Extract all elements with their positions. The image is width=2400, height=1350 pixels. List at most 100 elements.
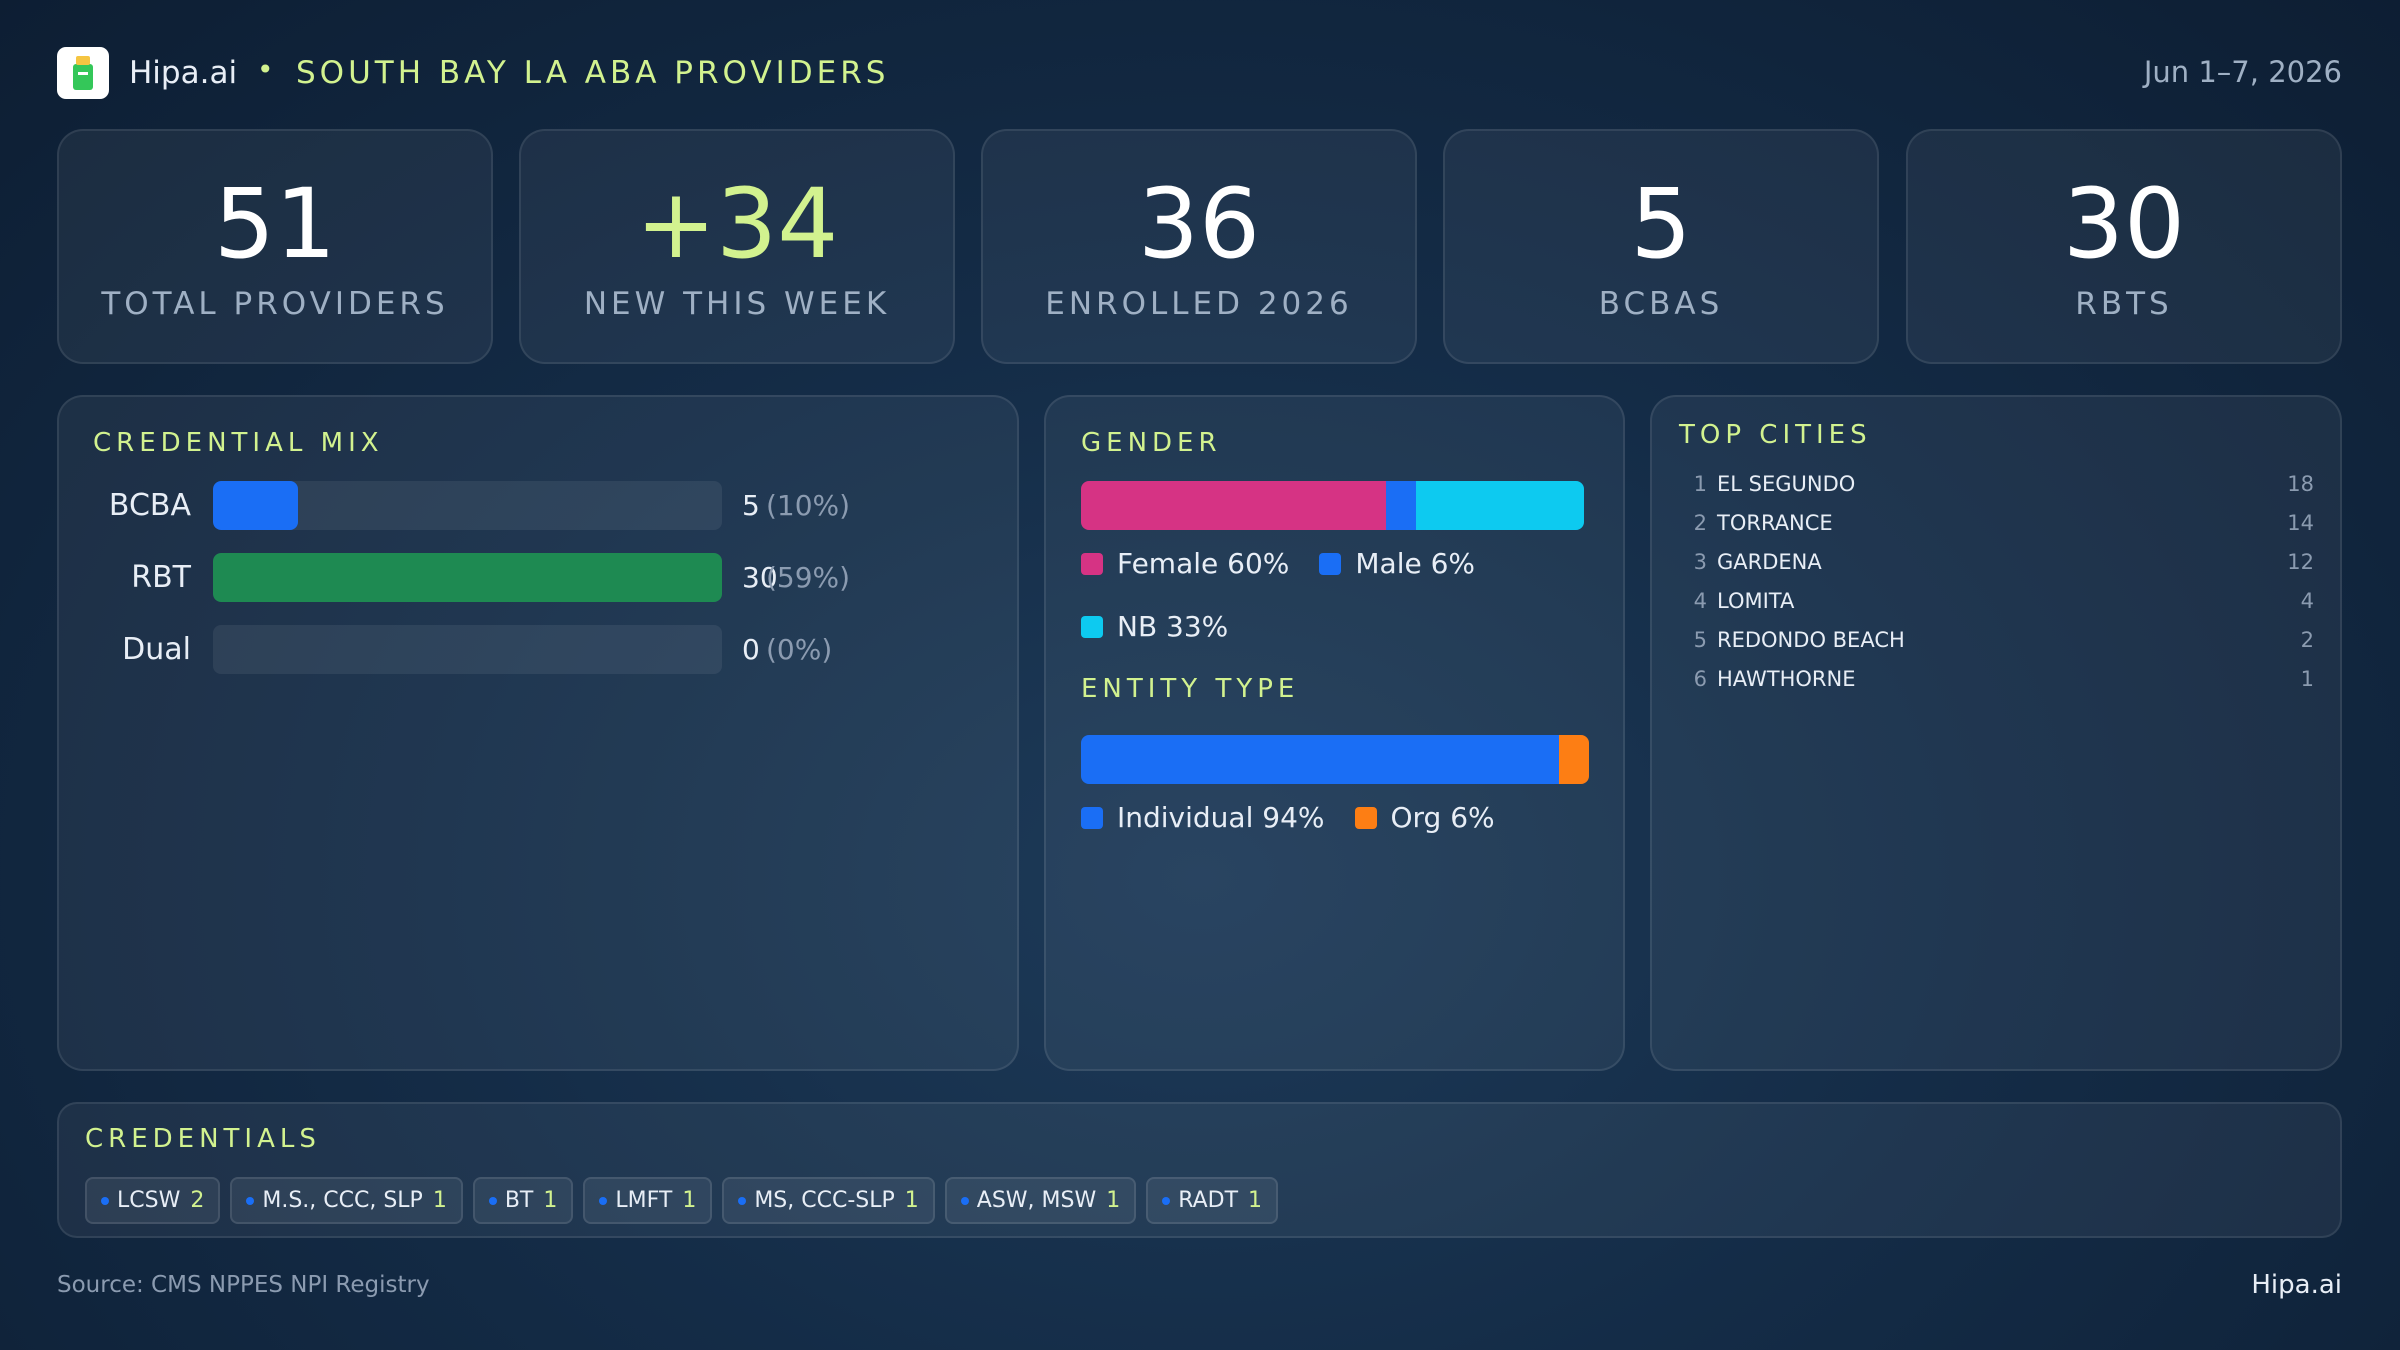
bar-track <box>213 553 722 602</box>
legend-label: Org 6% <box>1390 801 1495 834</box>
legend-item: Female 60% <box>1081 532 1289 595</box>
city-rank: 2 <box>1693 511 1707 535</box>
city-count: 2 <box>2300 628 2314 652</box>
legend-swatch <box>1081 552 1103 575</box>
chip-name: RADT <box>1178 1188 1239 1213</box>
city-name: TORRANCE <box>1717 511 1833 535</box>
chip-name: LMFT <box>615 1188 673 1213</box>
legend-swatch <box>1081 806 1103 829</box>
chip-count: 1 <box>543 1188 558 1213</box>
kpi-label: NEW THIS WEEK <box>583 286 891 322</box>
chip-dot <box>599 1196 608 1205</box>
legend: Individual 94% Org 6% <box>1081 786 1521 849</box>
row-label: RBT <box>131 560 191 595</box>
section-title: TOP CITIES <box>1679 420 1872 450</box>
chip-dot <box>960 1196 969 1205</box>
chip-dot <box>1162 1196 1171 1205</box>
chip-name: MS, CCC-SLP <box>754 1188 895 1213</box>
city-name: GARDENA <box>1717 550 1822 574</box>
top-cities-panel <box>1650 395 2342 1071</box>
row-label: Dual <box>122 632 191 667</box>
city-count: 1 <box>2300 667 2314 691</box>
chip-count: 2 <box>190 1188 205 1213</box>
bar-segment <box>1081 481 1386 530</box>
kpi-value: +34 <box>635 168 839 280</box>
bar-value: 0 <box>742 633 760 666</box>
chip-count: 1 <box>432 1188 447 1213</box>
chip: ASW, MSW 1 <box>944 1177 1137 1224</box>
city-rank: 6 <box>1693 667 1707 691</box>
kpi-card: 5 BCBAS <box>1443 129 1879 364</box>
chip-count: 1 <box>1106 1188 1121 1213</box>
bar-percent: (0%) <box>766 633 833 666</box>
kpi-card: 30 RBTS <box>1906 129 2342 364</box>
chip: M.S., CCC, SLP 1 <box>230 1177 463 1224</box>
bar-percent: (59%) <box>766 561 851 594</box>
date-range: Jun 1–7, 2026 <box>2143 55 2342 89</box>
legend-swatch <box>1081 615 1103 638</box>
chip-name: LCSW <box>117 1188 181 1213</box>
kpi-value: 51 <box>213 168 337 280</box>
legend-swatch <box>1354 806 1377 829</box>
legend-item: Male 6% <box>1319 532 1475 595</box>
page-title: SOUTH BAY LA ABA PROVIDERS <box>296 55 890 91</box>
section-title: CREDENTIAL MIX <box>93 428 384 458</box>
legend-swatch <box>1319 552 1342 575</box>
chip-dot <box>738 1196 747 1205</box>
bar <box>213 553 722 602</box>
footer-brand: Hipa.ai <box>2251 1270 2342 1300</box>
city-rank: 5 <box>1693 628 1707 652</box>
bar-track <box>213 481 722 530</box>
bar-value: 30 <box>742 561 778 594</box>
city-rank: 4 <box>1693 589 1707 613</box>
kpi-label: TOTAL PROVIDERS <box>101 286 449 322</box>
chip: MS, CCC-SLP 1 <box>722 1177 935 1224</box>
bar-percent: (10%) <box>766 489 851 522</box>
city-count: 4 <box>2300 589 2314 613</box>
row-label: BCBA <box>108 488 191 523</box>
chip-name: M.S., CCC, SLP <box>262 1188 423 1213</box>
city-rank: 3 <box>1693 550 1707 574</box>
chip-count: 1 <box>1248 1188 1263 1213</box>
legend-item: Org 6% <box>1354 786 1495 849</box>
kpi-value: 5 <box>1630 168 1692 280</box>
city-count: 18 <box>2287 472 2314 496</box>
kpi-card: +34 NEW THIS WEEK <box>519 129 955 364</box>
bar-segment <box>1385 481 1417 530</box>
chip: LCSW 2 <box>85 1177 221 1224</box>
stacked-bar <box>1081 481 1584 530</box>
stacked-bar <box>1081 735 1589 784</box>
legend-label: Male 6% <box>1355 547 1476 580</box>
chip-name: ASW, MSW <box>976 1188 1097 1213</box>
bar-segment <box>1558 735 1589 784</box>
chip-dot <box>101 1196 109 1205</box>
kpi-card: 36 ENROLLED 2026 <box>981 129 1417 364</box>
logo <box>57 47 109 99</box>
city-count: 14 <box>2287 511 2314 535</box>
chip: BT 1 <box>472 1177 574 1224</box>
city-rank: 1 <box>1693 472 1707 496</box>
chip-count: 1 <box>682 1188 697 1213</box>
source: Source: CMS NPPES NPI Registry <box>57 1272 430 1298</box>
chip-dot <box>246 1196 255 1205</box>
bar-segment <box>1081 735 1559 784</box>
legend: Female 60% Male 6% NB 33% <box>1081 532 1521 658</box>
legend-item: NB 33% <box>1081 595 1228 658</box>
bar-value: 5 <box>742 489 760 522</box>
city-name: EL SEGUNDO <box>1717 472 1856 496</box>
city-count: 12 <box>2287 550 2314 574</box>
bar <box>213 481 298 530</box>
chip-name: BT <box>504 1188 534 1213</box>
kpi-label: ENROLLED 2026 <box>1045 286 1353 322</box>
city-name: HAWTHORNE <box>1717 667 1856 691</box>
legend-label: Female 60% <box>1117 547 1290 580</box>
bar-segment <box>1416 481 1584 530</box>
legend-label: NB 33% <box>1117 610 1229 643</box>
legend-item: Individual 94% <box>1081 786 1325 849</box>
credentials-panel <box>57 1102 2342 1238</box>
brand: Hipa.ai <box>129 55 238 91</box>
kpi-label: BCBAS <box>1598 286 1724 322</box>
city-name: REDONDO BEACH <box>1717 628 1905 652</box>
chip: RADT 1 <box>1146 1177 1279 1224</box>
